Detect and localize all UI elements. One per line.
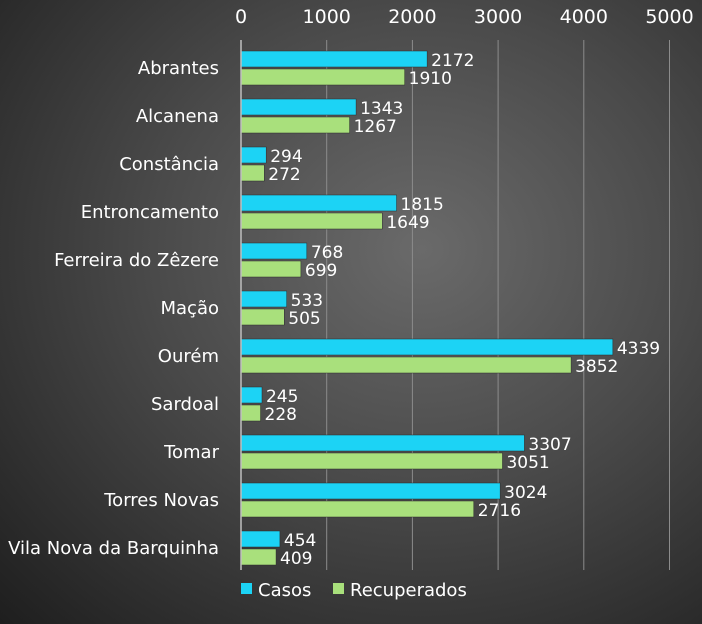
legend-swatch-recuperados (333, 583, 344, 594)
bar-recuperados (240, 548, 277, 566)
category-label: Alcanena (136, 106, 219, 127)
legend: Casos Recuperados (241, 580, 467, 601)
bar-recuperados (240, 404, 261, 422)
legend-swatch-casos (241, 583, 252, 594)
data-label: 2172 (431, 51, 474, 71)
category-label: Constância (119, 154, 219, 175)
data-label: 272 (268, 165, 300, 185)
bar-recuperados (240, 164, 265, 182)
data-label: 3307 (528, 435, 571, 455)
x-tick-label: 2000 (388, 6, 436, 28)
category-label: Abrantes (138, 58, 219, 79)
bar-casos (240, 98, 357, 116)
x-tick-label: 5000 (645, 6, 693, 28)
bar-casos (240, 338, 614, 356)
category-label: Mação (161, 298, 220, 319)
grid-lines (326, 40, 670, 570)
bar-recuperados (240, 116, 350, 134)
data-label: 699 (305, 261, 337, 281)
bar-recuperados (240, 308, 285, 326)
bar-casos (240, 434, 525, 452)
category-label: Ourém (158, 346, 219, 367)
data-label: 454 (284, 531, 316, 551)
bar-casos (240, 242, 308, 260)
bar-casos (240, 530, 281, 548)
bar-recuperados (240, 500, 475, 518)
category-label: Entroncamento (81, 202, 219, 223)
category-label: Ferreira do Zêzere (54, 250, 219, 271)
bar-casos (240, 146, 267, 164)
data-label: 4339 (617, 339, 660, 359)
data-label: 1815 (401, 195, 444, 215)
x-tick-label: 3000 (474, 6, 522, 28)
data-label: 294 (270, 147, 302, 167)
bar-casos (240, 194, 397, 212)
data-label: 1267 (354, 117, 397, 137)
category-labels: Abrantes Alcanena Constância Entroncamento F… (8, 58, 219, 559)
bar-recuperados (240, 68, 405, 86)
x-axis-ticks: 0 1000 2000 3000 4000 5000 (235, 6, 694, 28)
bar-casos (240, 50, 428, 68)
data-label: 1910 (409, 69, 452, 89)
bar-recuperados (240, 452, 503, 470)
data-label: 1343 (360, 99, 403, 119)
data-label: 3024 (504, 483, 547, 503)
data-label: 409 (280, 549, 312, 569)
x-tick-label: 0 (235, 6, 247, 28)
bars (240, 50, 614, 566)
data-label: 533 (291, 291, 323, 311)
data-label: 245 (266, 387, 298, 407)
data-label: 1649 (386, 213, 429, 233)
bar-recuperados (240, 260, 302, 278)
bar-recuperados (240, 212, 383, 230)
data-label: 505 (288, 309, 320, 329)
category-label: Torres Novas (103, 490, 219, 511)
x-tick-label: 1000 (303, 6, 351, 28)
category-label: Vila Nova da Barquinha (8, 538, 219, 559)
category-label: Sardoal (151, 394, 219, 415)
data-label: 2716 (478, 501, 521, 521)
legend-label: Casos (258, 580, 311, 601)
data-label: 228 (265, 405, 297, 425)
data-label: 3051 (506, 453, 549, 473)
category-label: Tomar (163, 442, 220, 463)
data-label: 3852 (575, 357, 618, 377)
x-tick-label: 4000 (560, 6, 608, 28)
legend-label: Recuperados (350, 580, 467, 601)
data-label: 768 (311, 243, 343, 263)
bar-recuperados (240, 356, 572, 374)
bar-casos (240, 386, 263, 404)
bar-casos (240, 482, 501, 500)
bar-casos (240, 290, 287, 308)
